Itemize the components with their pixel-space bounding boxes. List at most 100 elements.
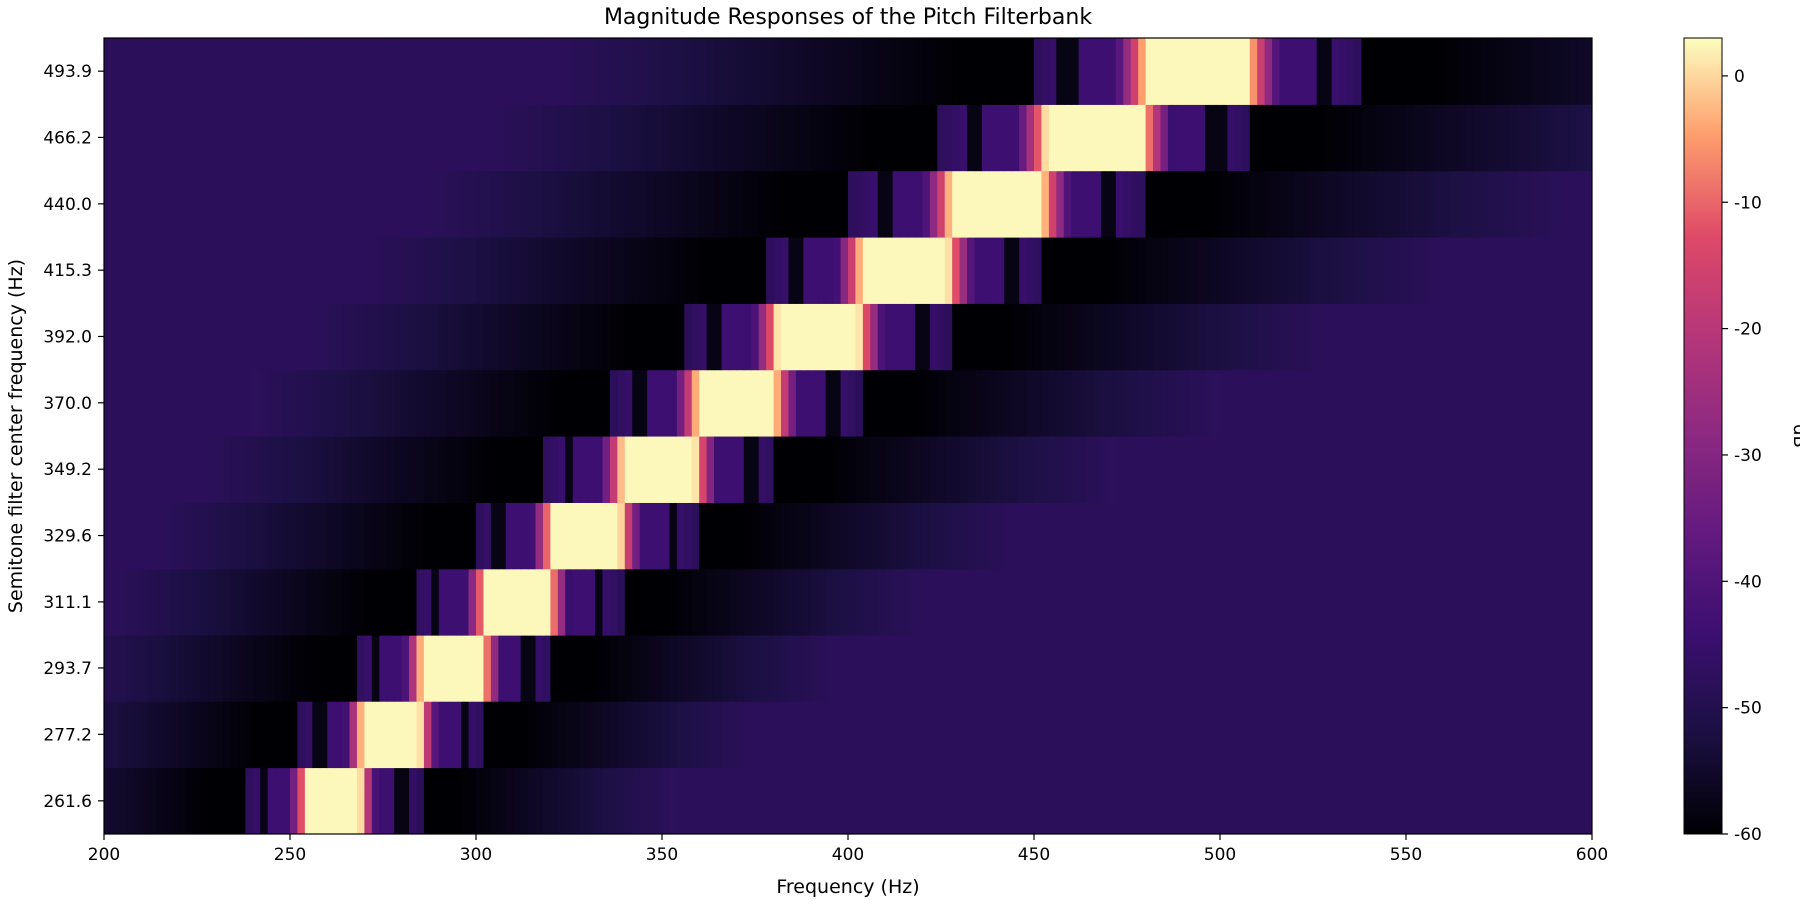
heatmap-cell <box>1584 701 1592 769</box>
heatmap-cell <box>996 502 1005 570</box>
heatmap-cell <box>639 104 648 172</box>
heatmap-cell <box>1339 38 1348 105</box>
heatmap-cell <box>104 303 113 371</box>
heatmap-cell <box>1234 767 1243 834</box>
heatmap-cell <box>1368 303 1377 371</box>
x-axis: 200 250 300 350 400 450 500 550 600 <box>88 834 1608 865</box>
heatmap-cell <box>542 170 551 238</box>
heatmap-cell <box>111 701 120 769</box>
heatmap-cell <box>1368 369 1377 437</box>
heatmap-cell <box>394 502 403 570</box>
heatmap-cell <box>364 767 373 834</box>
x-tick-label: 450 <box>1018 845 1050 865</box>
heatmap-cell <box>133 436 142 503</box>
heatmap-cell <box>1138 369 1147 437</box>
heatmap-cell <box>662 369 671 437</box>
heatmap-cell <box>156 634 165 702</box>
heatmap-cell <box>1406 502 1415 570</box>
heatmap-cell <box>1071 436 1080 503</box>
heatmap-cell <box>1004 568 1013 636</box>
heatmap-cell <box>1264 170 1273 238</box>
heatmap-cell <box>833 502 842 570</box>
heatmap-cell <box>1227 502 1236 570</box>
heatmap-cell <box>654 38 663 105</box>
heatmap-cell <box>922 369 931 437</box>
heatmap-cell <box>1361 303 1370 371</box>
heatmap-row <box>104 767 1592 834</box>
heatmap-cell <box>1420 701 1429 769</box>
heatmap-cell <box>1391 237 1400 304</box>
heatmap-cell <box>104 701 113 769</box>
heatmap-cell <box>781 436 790 503</box>
heatmap-cell <box>602 568 611 636</box>
heatmap-cell <box>773 436 782 503</box>
heatmap-cell <box>230 436 239 503</box>
heatmap-cell <box>1056 237 1065 304</box>
heatmap-cell <box>1502 767 1511 834</box>
heatmap-cell <box>1011 104 1020 172</box>
heatmap-cell <box>1227 568 1236 636</box>
y-axis-label: Semitone filter center frequency (Hz) <box>5 259 27 613</box>
heatmap-cell <box>1034 436 1043 503</box>
heatmap-cell <box>691 170 700 238</box>
heatmap-cell <box>1577 701 1586 769</box>
heatmap-cell <box>907 568 916 636</box>
heatmap-cell <box>870 436 879 503</box>
heatmap-cell <box>446 436 455 503</box>
heatmap-cell <box>200 303 209 371</box>
heatmap-cell <box>699 436 708 503</box>
heatmap-cell <box>237 634 246 702</box>
heatmap-cell <box>654 502 663 570</box>
heatmap-cell <box>922 170 931 238</box>
heatmap-cell <box>312 303 321 371</box>
heatmap-cell <box>490 767 499 834</box>
heatmap-cell <box>1376 104 1385 172</box>
heatmap-cell <box>624 170 633 238</box>
heatmap-cell <box>833 237 842 304</box>
heatmap-cell <box>297 170 306 238</box>
heatmap-cell <box>163 568 172 636</box>
heatmap-cell <box>104 767 113 834</box>
heatmap-cell <box>1004 170 1013 238</box>
heatmap-cell <box>141 502 150 570</box>
heatmap-cell <box>446 701 455 769</box>
heatmap-cell <box>476 502 485 570</box>
heatmap-cell <box>639 436 648 503</box>
heatmap-cell <box>781 701 790 769</box>
heatmap-cell <box>684 237 693 304</box>
heatmap-row <box>104 701 1592 769</box>
heatmap-cell <box>639 568 648 636</box>
heatmap-cell <box>193 502 202 570</box>
heatmap-cell <box>178 369 187 437</box>
heatmap-cell <box>1034 38 1043 105</box>
heatmap-cell <box>1368 767 1377 834</box>
heatmap-cell <box>386 701 395 769</box>
heatmap-cell <box>1450 568 1459 636</box>
heatmap-cell <box>862 170 871 238</box>
heatmap-cell <box>974 303 983 371</box>
heatmap-cell <box>520 502 529 570</box>
heatmap-cell <box>275 170 284 238</box>
heatmap-cell <box>461 568 470 636</box>
heatmap-cell <box>1450 369 1459 437</box>
heatmap-cell <box>1376 568 1385 636</box>
heatmap-cell <box>1547 170 1556 238</box>
heatmap-cell <box>193 104 202 172</box>
heatmap-cell <box>974 701 983 769</box>
heatmap-cell <box>342 38 351 105</box>
heatmap-cell <box>743 104 752 172</box>
heatmap-cell <box>520 38 529 105</box>
heatmap-cell <box>356 237 365 304</box>
heatmap-cell <box>810 634 819 702</box>
heatmap-cell <box>1584 38 1592 105</box>
heatmap-cell <box>409 502 418 570</box>
heatmap-cell <box>952 502 961 570</box>
heatmap-cell <box>438 303 447 371</box>
heatmap-cell <box>952 701 961 769</box>
heatmap-cell <box>1353 170 1362 238</box>
heatmap-cell <box>1339 104 1348 172</box>
heatmap-cell <box>1093 104 1102 172</box>
heatmap-cell <box>401 369 410 437</box>
heatmap-cell <box>290 104 299 172</box>
heatmap-cell <box>691 303 700 371</box>
